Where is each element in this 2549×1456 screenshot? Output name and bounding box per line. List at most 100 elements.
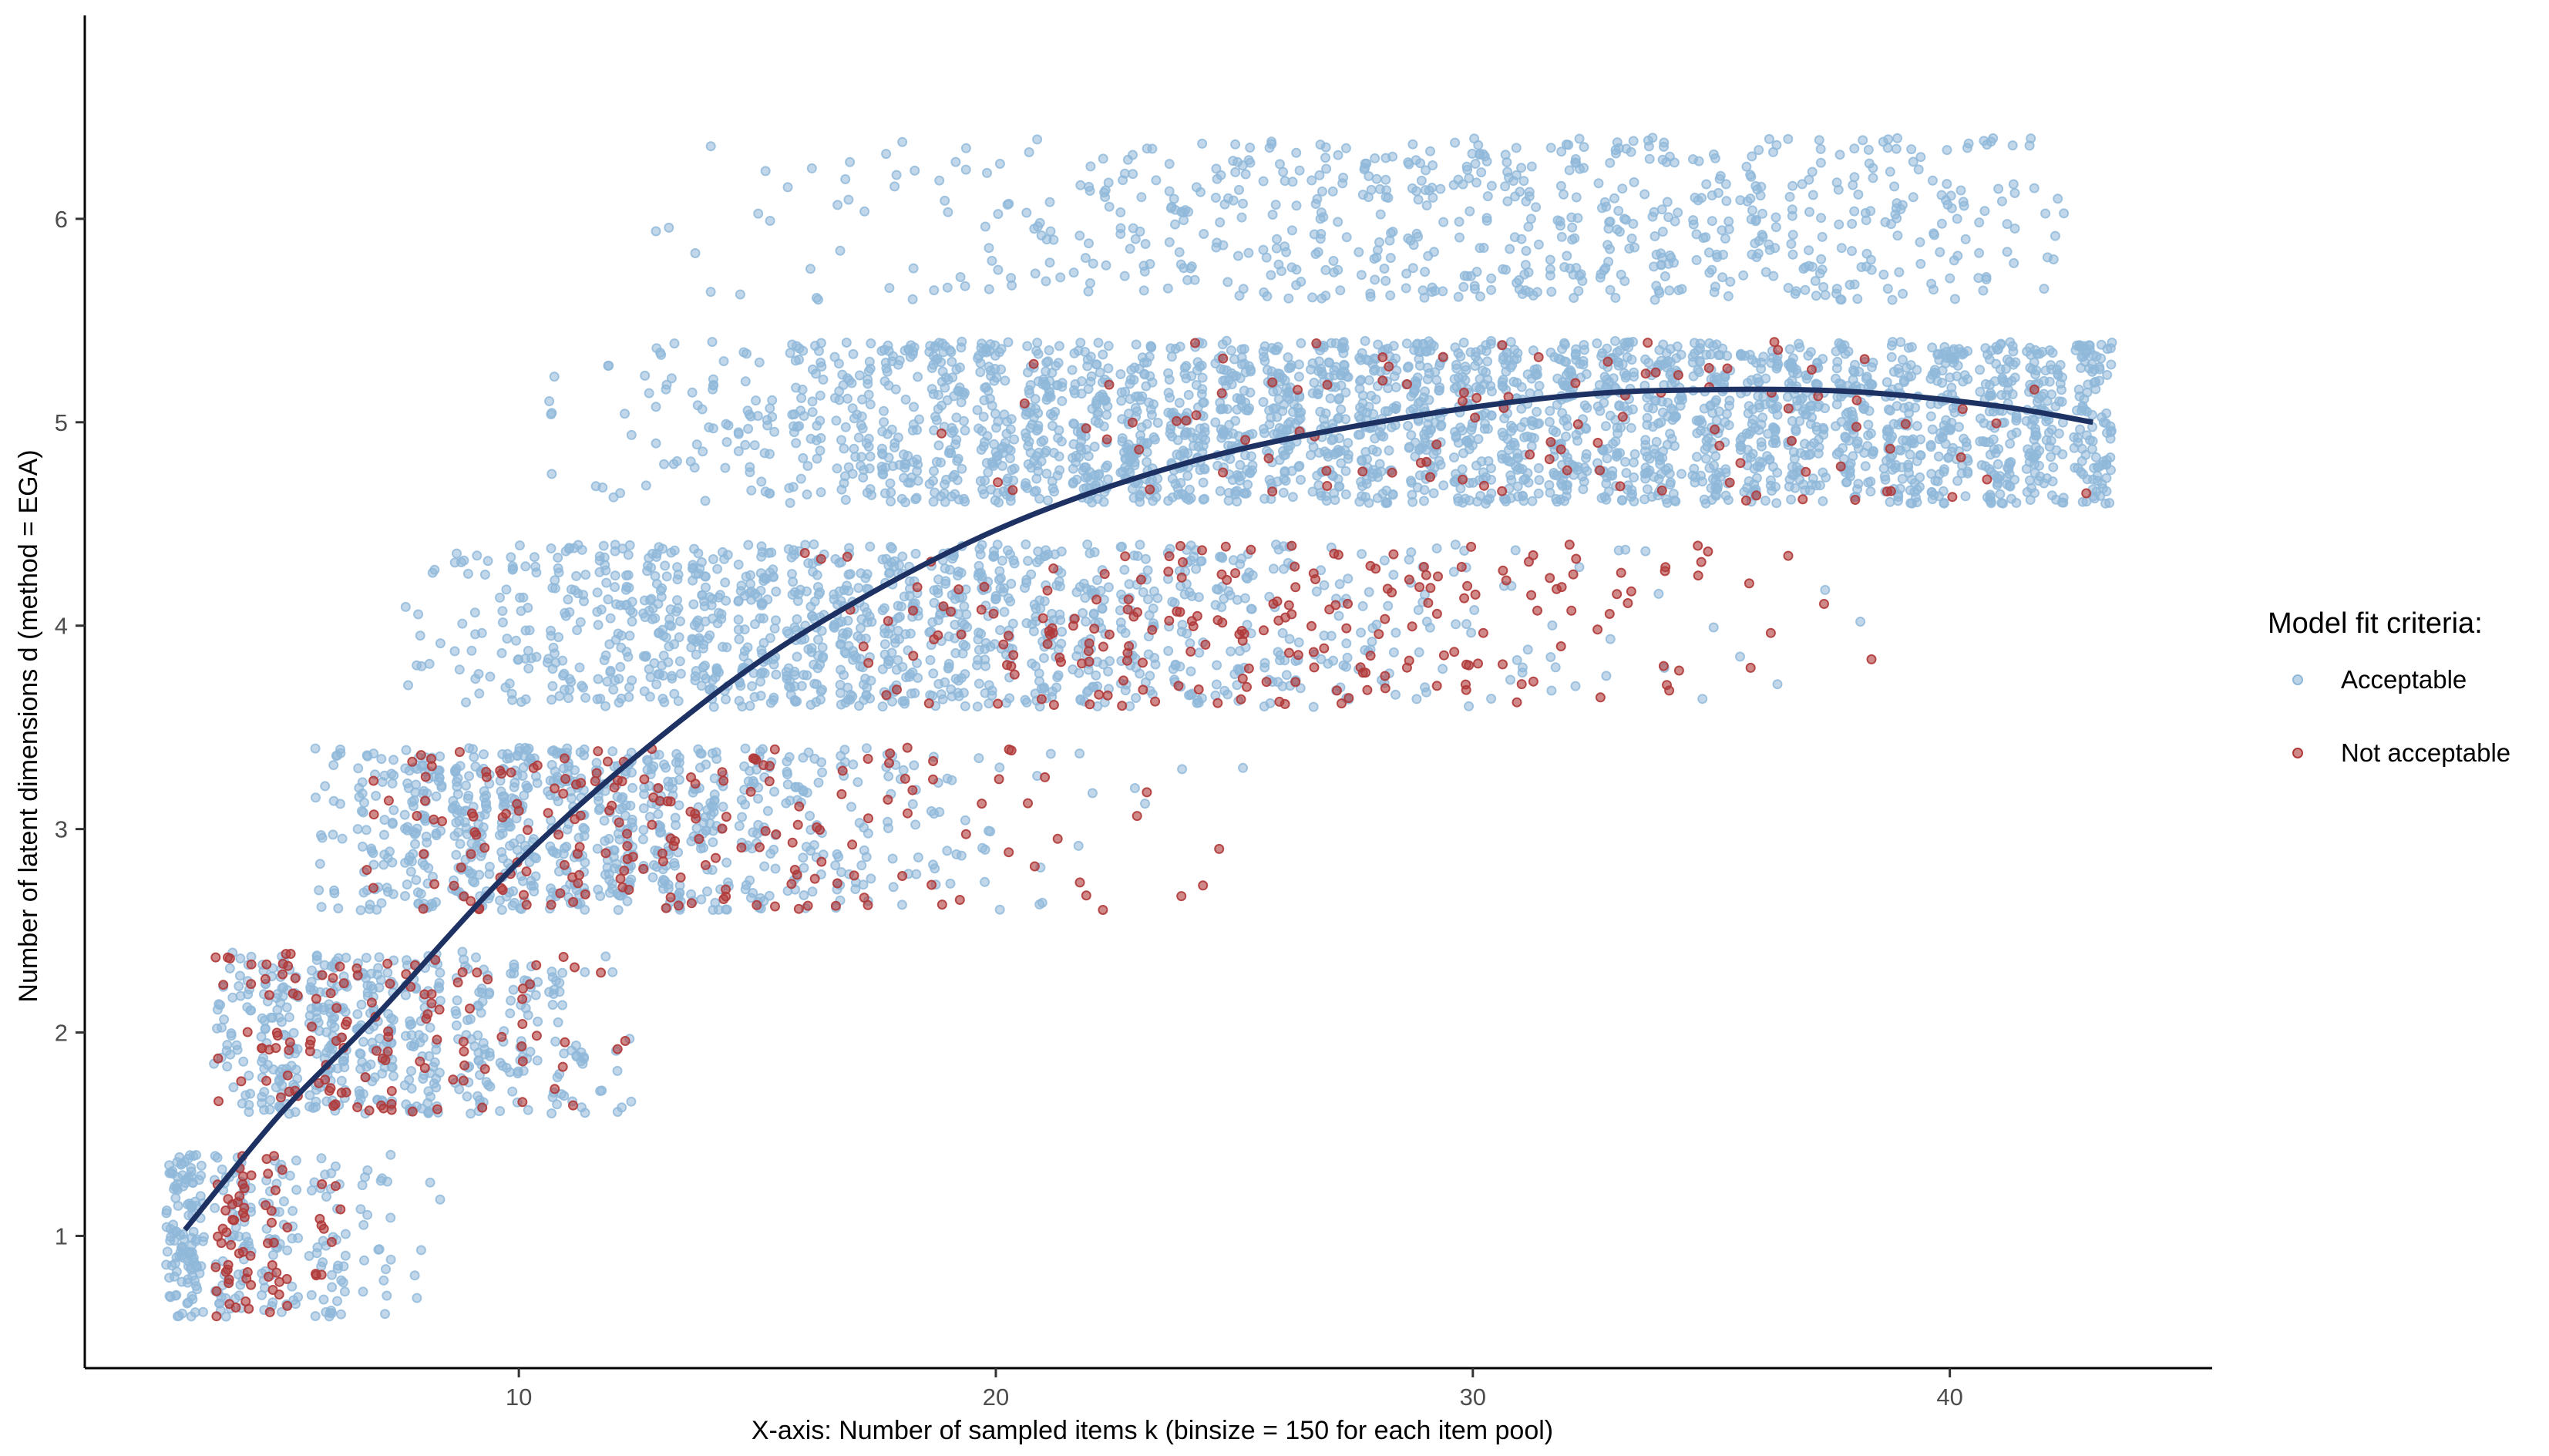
data-point [603,594,614,605]
data-point [180,1178,191,1189]
data-point [770,863,781,874]
data-point [1791,401,1802,412]
data-point [896,899,907,910]
data-point [1692,452,1702,462]
data-point [1693,365,1703,375]
data-point [479,570,490,580]
data-point [1599,492,1610,502]
data-point [405,1020,415,1031]
data-point [1182,470,1193,481]
data-point [1068,463,1078,474]
data-point [1239,385,1249,396]
data-point [570,1041,581,1051]
data-point [1101,409,1112,420]
data-point [954,592,965,603]
data-point [277,1306,287,1317]
data-point [220,1311,231,1322]
data-point [893,655,903,665]
data-point [172,1185,183,1195]
data-point [674,752,684,763]
data-point [473,668,484,679]
data-point [638,825,649,836]
data-point [700,496,711,506]
data-point [945,878,956,889]
data-point [1243,479,1253,490]
data-point [1175,661,1185,672]
data-point [1219,593,1229,604]
data-point [694,622,705,633]
data-point [1081,616,1091,627]
data-point [614,674,624,684]
data-point [1258,397,1269,407]
data-point [950,489,960,499]
data-point [304,1090,315,1101]
data-point [839,585,849,595]
data-point [1101,462,1111,473]
data-point [688,599,699,610]
data-point [721,857,732,868]
data-point [1232,496,1243,507]
data-point [1512,378,1522,388]
data-point [715,590,725,600]
data-point [1865,378,1875,388]
data-point [544,987,554,997]
data-point [1704,462,1715,473]
data-point [577,1058,588,1069]
data-point [1197,384,1208,395]
data-point [1329,488,1340,499]
data-point [933,588,943,598]
data-point [524,625,535,636]
data-point [1040,447,1051,458]
data-point [990,593,1001,604]
data-point [580,857,590,868]
data-point [1464,701,1475,711]
data-point [580,967,590,977]
data-point [738,651,749,662]
data-point [400,601,411,612]
data-point [785,498,795,508]
data-point [1184,587,1195,597]
data-point [843,570,854,580]
data-point [1426,339,1437,350]
data-point [1088,682,1099,693]
data-point [887,356,897,367]
data-point [1021,539,1031,550]
data-point [327,1282,338,1293]
data-point [1284,634,1295,644]
data-point [400,823,410,834]
data-point [638,651,649,661]
data-point [883,823,893,833]
data-point [580,570,591,580]
data-point [284,1012,294,1023]
data-point [994,904,1005,915]
data-point [1005,496,1016,506]
data-point [801,842,812,852]
data-point [570,585,580,596]
data-point [668,783,678,794]
data-point [1506,475,1517,486]
data-point [1140,799,1150,809]
data-point [1626,485,1637,496]
data-point [670,860,680,871]
data-point [161,1205,172,1216]
data-point [1602,343,1612,354]
data-point [1582,402,1592,413]
data-point [784,752,795,762]
data-point [1415,443,1426,454]
data-point [1210,417,1221,428]
data-point [815,415,826,426]
data-point [657,878,668,889]
data-point [889,442,900,452]
data-point [373,963,384,973]
data-point [1093,338,1104,348]
data-point [1421,617,1432,627]
data-point [1422,362,1433,373]
data-point [1185,555,1196,566]
data-point [865,363,876,374]
data-point [928,859,938,870]
data-point [936,491,947,502]
data-point [1860,461,1871,472]
data-point [1626,422,1636,433]
data-point [883,659,893,670]
data-point [457,618,468,629]
